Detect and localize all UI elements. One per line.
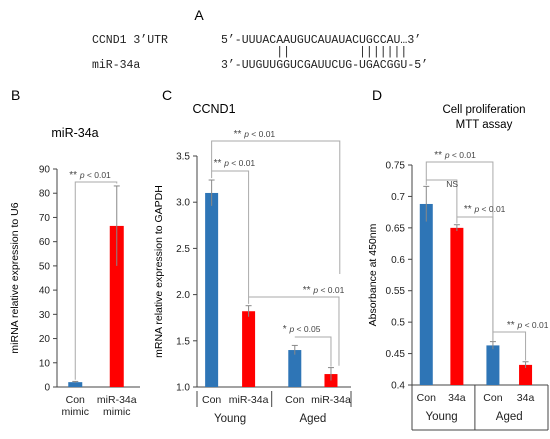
y-tick-label: 0.55 — [386, 286, 406, 297]
bar — [450, 227, 464, 385]
significance-bracket — [74, 181, 118, 380]
bar — [519, 364, 533, 385]
y-axis-label: Absorbance at 450nm — [367, 223, 379, 326]
significance-label: * p < 0.05 — [283, 324, 321, 335]
bar — [288, 350, 302, 387]
chart-title: miR-34a — [51, 126, 98, 140]
gene-label: CCND1 3’UTR — [92, 34, 168, 47]
significance-bracket — [492, 331, 527, 361]
significance-label: ** p < 0.01 — [434, 150, 476, 161]
group-label: Young — [425, 411, 457, 423]
bar — [205, 192, 219, 387]
ns-label: NS — [446, 179, 458, 189]
gene-sequence: 5’-UUUACAAUGUCAUAUACUGCCAU…3’ — [221, 34, 421, 47]
y-tick-label: 3.0 — [176, 198, 190, 209]
pairing-bars: || ||||||| — [221, 46, 407, 59]
panel-a-letter: A — [194, 7, 204, 23]
y-tick-label: 0.5 — [391, 318, 405, 329]
x-tick-label: mimic — [103, 406, 130, 418]
y-tick-label: 60 — [39, 237, 51, 248]
x-tick-label: Con — [483, 392, 502, 404]
mirna-label: miR-34a — [92, 59, 140, 72]
y-tick-label: 2.5 — [176, 244, 190, 255]
y-tick-label: 40 — [39, 286, 51, 297]
chart-title: Cell proliferation — [442, 104, 525, 116]
significance-label: ** p < 0.01 — [214, 158, 256, 169]
bar — [419, 203, 433, 385]
panel-d-letter: D — [372, 87, 382, 103]
significance-label: ** p < 0.01 — [303, 285, 345, 296]
x-tick-label: miR-34a — [229, 394, 269, 406]
significance-label: ** p < 0.01 — [69, 170, 111, 181]
panel-a: A CCND1 3’UTR 5’-UUUACAAUGUCAUAUACUGCCAU… — [92, 7, 428, 72]
chart-panel-b: miR-34a 0 10 20 30 40 50 60 70 80 90 miRNA relative… — [9, 126, 140, 418]
y-tick-label: 90 — [39, 165, 51, 176]
y-tick-label: 50 — [39, 261, 51, 272]
y-tick-label: 1.5 — [176, 336, 190, 347]
x-tick-label: Con — [202, 394, 221, 406]
y-tick-label: 0.75 — [386, 161, 406, 172]
y-tick-label: 0.65 — [386, 223, 406, 234]
x-tick-label: 34a — [517, 392, 535, 404]
y-axis-label: miRNA relative expression to U6 — [9, 202, 21, 353]
panel-c-letter: C — [162, 87, 172, 103]
y-axis-label: mRNA relative expression to GAPDH — [153, 185, 165, 358]
bar — [486, 345, 500, 385]
y-tick-label: 2.0 — [176, 290, 190, 301]
group-label: Aged — [299, 413, 326, 425]
y-tick-label: 80 — [39, 189, 51, 200]
significance-bracket — [211, 170, 250, 304]
y-tick-label: 70 — [39, 213, 51, 224]
x-tick-label: mimic — [62, 406, 89, 418]
significance-bracket — [248, 296, 340, 366]
bar — [109, 225, 124, 387]
x-tick-label: miR-34a — [311, 394, 351, 406]
y-tick-label: 30 — [39, 310, 51, 321]
significance-label: ** p < 0.01 — [507, 320, 549, 331]
significance-label: ** p < 0.01 — [464, 204, 506, 215]
chart-title: CCND1 — [192, 102, 235, 116]
y-tick-label: 0.6 — [391, 255, 405, 266]
bar — [68, 382, 83, 387]
group-label: Aged — [496, 411, 523, 423]
x-tick-label: Con — [66, 394, 85, 406]
y-tick-label: 0.4 — [391, 381, 405, 392]
significance-bracket — [426, 179, 458, 224]
chart-panel-c: CCND1 1.0 1.5 2.0 2.5 3.0 3.5 mRNA relative exp… — [153, 102, 352, 425]
y-tick-label: 0.45 — [386, 349, 406, 360]
y-tick-label: 0 — [44, 383, 50, 394]
y-tick-label: 0.7 — [391, 192, 405, 203]
significance-bracket — [294, 336, 332, 367]
chart-panel-d: Cell proliferation MTT assay 0.4 0.45 0.5 0.5… — [367, 104, 549, 431]
y-tick-label: 3.5 — [176, 152, 190, 163]
y-tick-label: 1.0 — [176, 383, 190, 394]
chart-subtitle: MTT assay — [456, 119, 513, 131]
significance-bracket — [456, 216, 494, 341]
significance-label: ** p < 0.01 — [234, 129, 276, 140]
panel-b-letter: B — [11, 87, 20, 103]
significance-bracket — [211, 140, 341, 274]
x-tick-label: miR-34a — [97, 394, 137, 406]
mirna-sequence: 3’-UUGUUGGUCGAUUCUG-UGACGGU-5’ — [221, 59, 428, 72]
group-label: Young — [214, 413, 246, 425]
y-tick-label: 20 — [39, 334, 51, 345]
y-tick-label: 10 — [39, 358, 51, 369]
bar — [242, 311, 256, 387]
x-tick-label: Con — [417, 392, 436, 404]
x-tick-label: 34a — [448, 392, 466, 404]
x-tick-label: Con — [285, 394, 304, 406]
